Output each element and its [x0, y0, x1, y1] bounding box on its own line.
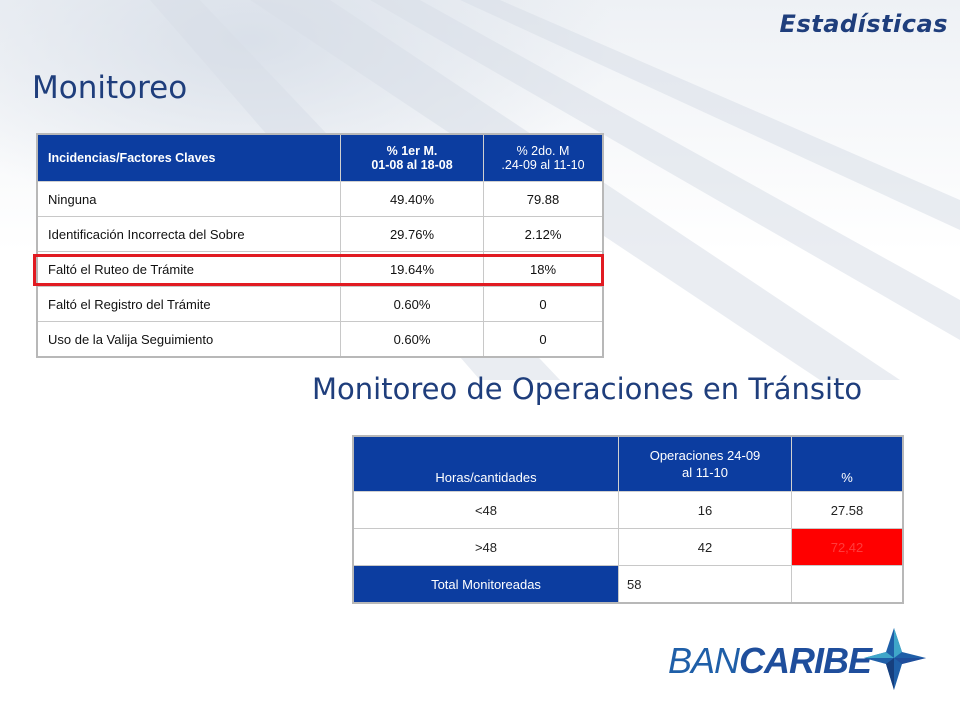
- table-row: Faltó el Ruteo de Trámite 19.64% 18%: [36, 251, 604, 287]
- header-primer-mes-line2: 01-08 al 18-08: [371, 158, 453, 172]
- table-row: Identificación Incorrecta del Sobre 29.7…: [36, 216, 604, 252]
- header-segundo-mes: % 2do. M .24-09 al 11-10: [483, 133, 604, 182]
- m2-cell: 79.88: [483, 181, 604, 217]
- header-operaciones: Operaciones 24-09 al 11-10: [618, 435, 792, 492]
- header-operaciones-line1: Operaciones 24-09: [649, 448, 761, 463]
- factor-cell: Faltó el Registro del Trámite: [36, 286, 341, 322]
- monitoreo-header-row: Incidencias/Factores Claves % 1er M. 01-…: [36, 133, 604, 182]
- table-row: >48 42 72,42: [352, 528, 904, 566]
- m1-cell: 19.64%: [340, 251, 484, 287]
- m1-cell: 0.60%: [340, 321, 484, 358]
- m1-cell: 49.40%: [340, 181, 484, 217]
- transito-table: Horas/cantidades Operaciones 24-09 al 11…: [352, 435, 904, 604]
- m1-cell: 29.76%: [340, 216, 484, 252]
- logo-text-ban: BAN: [668, 640, 740, 681]
- header-primer-mes: % 1er M. 01-08 al 18-08: [340, 133, 484, 182]
- section-title: Estadísticas: [779, 10, 948, 38]
- m2-cell: 0: [483, 321, 604, 358]
- ops-cell: 42: [618, 528, 792, 566]
- table-row: Total Monitoreadas 58: [352, 565, 904, 604]
- factor-cell: Faltó el Ruteo de Trámite: [36, 251, 341, 287]
- header-horas: Horas/cantidades: [352, 435, 619, 492]
- m2-cell: 18%: [483, 251, 604, 287]
- ops-cell: 58: [618, 565, 792, 604]
- horas-cell: <48: [352, 491, 619, 529]
- pct-cell: 27.58: [791, 491, 904, 529]
- factor-cell: Uso de la Valija Seguimiento: [36, 321, 341, 358]
- transito-heading: Monitoreo de Operaciones en Tránsito: [312, 372, 863, 406]
- monitoreo-heading: Monitoreo: [32, 70, 188, 106]
- factor-cell: Ninguna: [36, 181, 341, 217]
- total-label-cell: Total Monitoreadas: [352, 565, 619, 604]
- horas-cell: >48: [352, 528, 619, 566]
- pct-cell-alert: 72,42: [791, 528, 904, 566]
- transito-header-row: Horas/cantidades Operaciones 24-09 al 11…: [352, 435, 904, 492]
- table-row: Faltó el Registro del Trámite 0.60% 0: [36, 286, 604, 322]
- header-primer-mes-line1: % 1er M.: [386, 144, 438, 158]
- compass-star-icon: [864, 628, 926, 690]
- logo-text-caribe: CARIBE: [739, 640, 872, 681]
- header-segundo-mes-line2: .24-09 al 11-10: [501, 158, 585, 172]
- bancaribe-logo: BANCARIBE: [668, 626, 930, 692]
- table-row: Uso de la Valija Seguimiento 0.60% 0: [36, 321, 604, 358]
- header-percent: %: [791, 435, 904, 492]
- factor-cell: Identificación Incorrecta del Sobre: [36, 216, 341, 252]
- table-row: Ninguna 49.40% 79.88: [36, 181, 604, 217]
- header-segundo-mes-line1: % 2do. M: [516, 144, 570, 158]
- pct-cell: [791, 565, 904, 604]
- table-row: <48 16 27.58: [352, 491, 904, 529]
- m1-cell: 0.60%: [340, 286, 484, 322]
- ops-cell: 16: [618, 491, 792, 529]
- m2-cell: 2.12%: [483, 216, 604, 252]
- header-incidencias: Incidencias/Factores Claves: [36, 133, 341, 182]
- m2-cell: 0: [483, 286, 604, 322]
- header-operaciones-line2: al 11-10: [681, 465, 728, 480]
- monitoreo-table: Incidencias/Factores Claves % 1er M. 01-…: [36, 133, 604, 358]
- logo-wordmark: BANCARIBE: [668, 640, 872, 682]
